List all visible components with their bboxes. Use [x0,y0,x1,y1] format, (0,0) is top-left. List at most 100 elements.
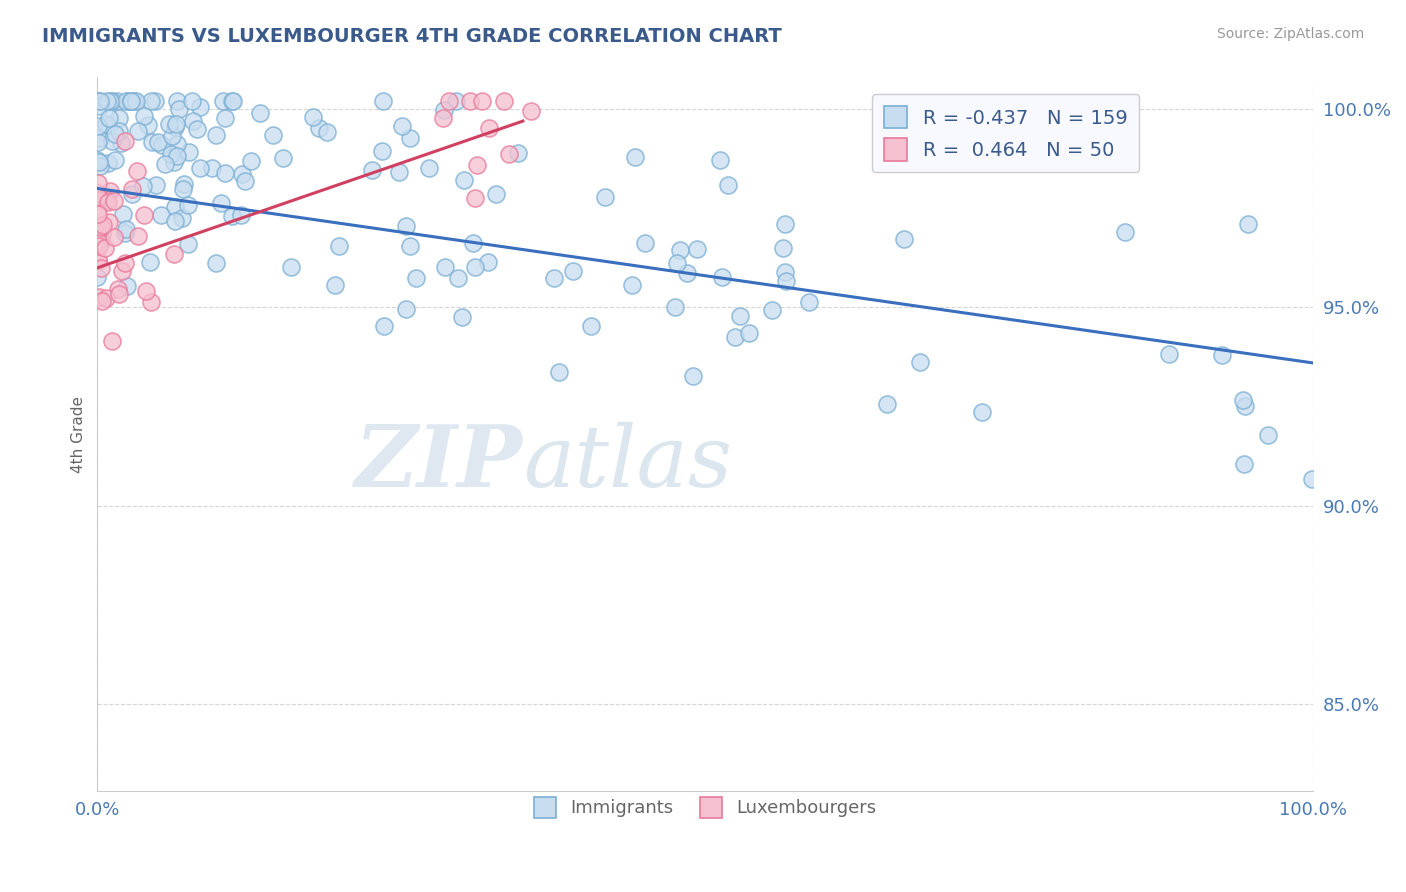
Point [90,234,112,248]
Point [139,255,162,269]
Point [169,102,191,116]
Point [634,236,657,251]
Point [87,239,110,253]
Point [86,94,108,108]
Point [775,274,797,288]
Point [214,111,236,125]
Point [141,135,163,149]
Point [188,161,211,176]
Point [398,130,420,145]
Point [229,208,252,222]
Point [108,111,131,125]
Point [146,135,169,149]
Point [87,252,110,267]
Point [231,167,253,181]
Point [90,293,112,308]
Point [711,270,734,285]
Text: IMMIGRANTS VS LUXEMBOURGER 4TH GRADE CORRELATION CHART: IMMIGRANTS VS LUXEMBOURGER 4TH GRADE COR… [42,27,782,45]
Point [165,117,187,131]
Point [98,119,121,133]
Point [107,124,129,138]
Point [96,193,118,207]
Point [160,129,183,144]
Point [271,152,294,166]
Point [177,197,200,211]
Point [91,218,114,232]
Point [120,94,142,108]
Point [205,256,228,270]
Point [485,187,508,202]
Point [437,94,460,108]
Point [143,94,166,108]
Point [163,155,186,169]
Point [181,113,204,128]
Point [214,166,236,180]
Point [624,150,647,164]
Point [107,282,129,296]
Point [114,222,136,236]
Point [103,194,125,208]
Point [280,260,302,274]
Point [165,200,187,214]
Point [98,112,121,126]
Point [876,397,898,411]
Point [97,156,120,170]
Point [204,128,226,142]
Point [579,319,602,334]
Point [87,253,110,268]
Point [724,330,747,344]
Text: atlas: atlas [523,422,733,504]
Point [101,94,124,108]
Point [163,247,186,261]
Point [179,145,201,160]
Point [761,303,783,318]
Point [141,94,163,108]
Point [595,190,617,204]
Point [159,117,181,131]
Point [87,94,110,108]
Point [432,111,454,125]
Point [717,178,740,192]
Point [166,149,188,163]
Point [201,161,224,175]
Point [970,404,993,418]
Point [86,190,108,204]
Point [775,218,797,232]
Point [460,94,482,108]
Point [797,295,820,310]
Point [418,161,440,175]
Point [620,278,643,293]
Point [111,207,134,221]
Point [498,147,520,161]
Point [471,94,494,108]
Point [103,229,125,244]
Point [262,128,284,143]
Point [121,182,143,196]
Point [115,279,138,293]
Point [1234,399,1257,413]
Point [328,239,350,253]
Point [399,239,422,253]
Point [94,241,117,255]
Legend: Immigrants, Luxembourgers: Immigrants, Luxembourgers [527,789,884,825]
Point [1301,472,1323,486]
Point [323,278,346,293]
Point [453,173,475,187]
Point [388,165,411,179]
Point [676,266,699,280]
Point [145,178,167,192]
Point [188,100,211,114]
Point [125,164,148,178]
Point [222,94,245,108]
Point [914,126,936,140]
Point [87,135,110,149]
Point [664,300,686,314]
Point [87,176,110,190]
Point [395,302,418,317]
Point [186,121,208,136]
Point [547,365,569,379]
Y-axis label: 4th Grade: 4th Grade [72,396,86,473]
Point [478,121,501,136]
Point [86,204,108,219]
Point [177,236,200,251]
